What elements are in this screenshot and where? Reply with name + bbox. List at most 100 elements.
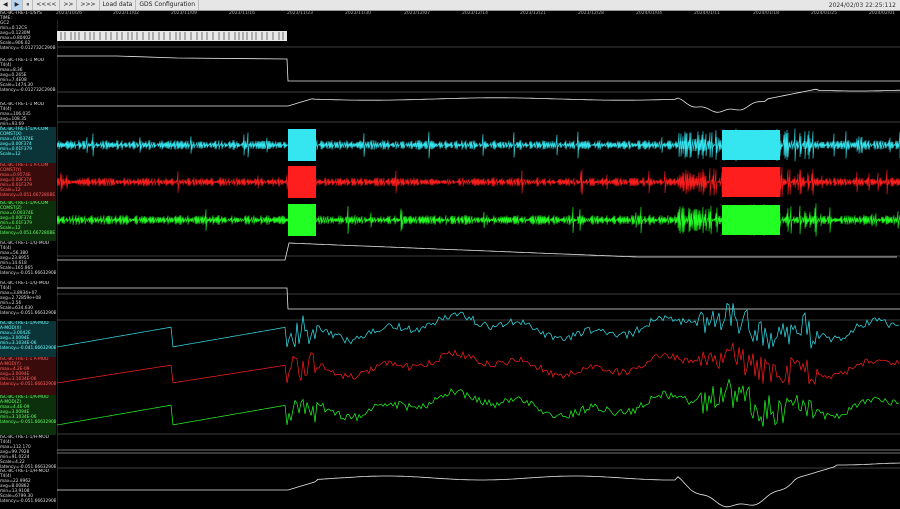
channel-info-line: T4(4) <box>0 107 12 112</box>
trace-c5-block <box>288 166 316 198</box>
time-tick-label: 2023/10/26 <box>56 11 82 16</box>
channel-info-line: ISC-BC-TRE-1-1 MOD <box>0 58 45 63</box>
time-tick-label: 2023/11/16 <box>229 11 255 16</box>
channel-info-line: ISC-BC-TRE-1-1 MOD <box>0 102 45 107</box>
channel-info-line: min=7.4E08 <box>0 78 27 83</box>
time-tick-label: 2023/12/14 <box>462 11 488 16</box>
time-tick-label: 2023/11/23 <box>287 11 313 16</box>
time-tick-label: 2024/01/11 <box>694 11 720 16</box>
channel-info-c1[interactable]: ISC-BC-TRE-1-1/SYS TIME: GC2 min=0.12CS avg=… <box>0 11 56 58</box>
channel-info-line: latency=0.051.667280BE <box>0 193 56 198</box>
channel-info-line: COMST(Z) <box>0 206 22 211</box>
trace-c6-block <box>722 205 780 235</box>
time-tick-label: 2023/12/07 <box>404 11 430 16</box>
pause-button[interactable]: ⏸ <box>23 0 34 10</box>
channel-info-line: Scale=12 <box>0 188 21 193</box>
channel-info-line: avg=108.35 <box>0 117 27 122</box>
channel-info-line: min=13.9108 <box>0 489 30 494</box>
channel-info-c8[interactable]: ISC-BC-TRE-1-1/Q-MOD T4(4) max=3.8934+07 av… <box>0 281 56 321</box>
channel-info-line: min=2.56 <box>0 301 22 306</box>
time-axis: 2023/10/26 2023/11/02 2023/11/09 2023/11/16… <box>56 11 900 20</box>
channel-info-line: latency=-0.051.6663290BE <box>0 382 56 387</box>
status-bar-trace <box>57 31 287 41</box>
channel-info-line: ISC-BC-TRE-1-1/A-COM <box>0 127 49 132</box>
play-back-button[interactable]: ◀ <box>0 0 12 10</box>
trace-c6-block <box>288 204 316 236</box>
channel-info-line: ISC-BC-TRE-1-1 A-COM <box>0 163 49 168</box>
channel-info-line: min=0.12CS <box>0 26 27 31</box>
channel-info-line: avg=3.0094E <box>0 410 30 415</box>
channel-info-c9[interactable]: ISC-BC-TRE-1-1/A-MOD A-MOD(X) max=3.0042E a… <box>0 321 56 357</box>
channel-info-line: max=112.170 <box>0 445 31 450</box>
trace-c11 <box>57 379 900 427</box>
channel-info-line: latency=-0.051.6663290BE <box>0 271 56 276</box>
channel-info-line: avg=0.265E <box>0 73 27 78</box>
channel-info-line: min=91.0224 <box>0 455 30 460</box>
trace-c4-block <box>722 130 780 160</box>
channel-info-line: latency=-0.051.6663290BE <box>0 499 56 504</box>
channel-info-line: max=0.9574E <box>0 173 31 178</box>
forward-button[interactable]: >> <box>60 0 78 10</box>
channel-info-line: Scale=906.02 <box>0 41 31 46</box>
channel-info-line: max=4.2E-09 <box>0 367 30 372</box>
waveform-plot-area[interactable] <box>57 20 900 509</box>
time-tick-label: 2024/01/25 <box>811 11 837 16</box>
channel-info-line: latency=-0.051.6663290BE <box>0 311 56 316</box>
channel-info-line: min=14.618 <box>0 261 27 266</box>
time-tick-label: 2023/11/02 <box>113 11 139 16</box>
gds-configuration-button[interactable]: GDS Configuration <box>136 0 200 10</box>
channel-info-line: avg=3.0094E <box>0 372 30 377</box>
channel-info-c12[interactable]: ISC-BC-TRE-1-1/H-MOD T4(4) max=112.170 avg=… <box>0 435 56 469</box>
time-tick-label: 2023/12/21 <box>520 11 546 16</box>
time-tick-label: 2023/12/28 <box>578 11 604 16</box>
time-tick-label: 2024/01/18 <box>753 11 779 16</box>
channel-info-line: GC2 <box>0 21 10 26</box>
trace-c7 <box>57 242 897 261</box>
channel-info-line: avg=0.00F374 <box>0 178 32 183</box>
channel-info-line: avg=0.00F374 <box>0 216 32 221</box>
channel-info-c10[interactable]: ISC-BC-TRE-1-1 A-MOD A-MOD(Y) max=4.2E-09 a… <box>0 357 56 395</box>
trace-c10 <box>57 342 900 386</box>
channel-info-line: ISC-BC-TRE-1-1/A-MOD <box>0 321 49 326</box>
channel-info-line: min=93.69 <box>0 122 25 127</box>
channel-info-line: max=0.00374E <box>0 137 34 142</box>
channel-info-c5[interactable]: ISC-BC-TRE-1-1 A-COM COMST(Y) max=0.9574E a… <box>0 163 56 201</box>
channel-info-c4[interactable]: ISC-BC-TRE-1-1/A-COM COMST(X) max=0.00374E… <box>0 127 56 163</box>
channel-info-line: latency=0.051.667280BE <box>0 231 56 236</box>
channel-info-line: ISC-BC-TRE-1-1/Q-MOD <box>0 281 50 286</box>
forward-fast-button[interactable]: >>> <box>77 0 100 10</box>
channel-info-c2[interactable]: ISC-BC-TRE-1-1 MOD T4(4) max=8.36 avg=0.265… <box>0 58 56 102</box>
channel-info-line: T4(4) <box>0 474 12 479</box>
load-data-button[interactable]: Load data <box>100 0 137 10</box>
channel-info-line: max=8.36 <box>0 68 23 73</box>
channel-info-line: avg=3.0094E <box>0 336 30 341</box>
channel-info-line: min=3.1034E-06 <box>0 415 37 420</box>
channel-info-panel: ISC-BC-TRE-1-1/SYS TIME: GC2 min=0.12CS avg=… <box>0 11 56 509</box>
time-tick-label: 2024/01/04 <box>636 11 662 16</box>
rewind-fast-button[interactable]: <<<< <box>33 0 61 10</box>
channel-info-line: A-MOD(Y) <box>0 362 21 367</box>
channel-info-line: max=4.4E-09 <box>0 405 30 410</box>
channel-info-line: ISC-BC-TRE-1-1/H-MOD <box>0 469 49 474</box>
channel-info-c6[interactable]: ISC-BC-TRE-1-1/A-COM COMST(Z) max=0.00374E… <box>0 201 56 241</box>
channel-info-line: max=56.380 <box>0 251 28 256</box>
time-tick-label: 2023/11/09 <box>171 11 197 16</box>
channel-info-line: Scale=634.630 <box>0 306 33 311</box>
channel-info-c13[interactable]: ISC-BC-TRE-1-1/H-MOD T4(4) max=22.9962 avg=… <box>0 469 56 509</box>
channel-info-line: ISC-BC-TRE-1-1/SYS <box>0 11 42 16</box>
channel-info-c7[interactable]: ISC-BC-TRE-1-1/Q-MOD T4(4) max=56.380 avg=2… <box>0 241 56 281</box>
channel-info-line: avg=8.00862 <box>0 484 30 489</box>
channel-info-line: latency=-0.051.6663290BE <box>0 420 56 425</box>
channel-info-line: latency=-0.012732C290BE <box>0 46 56 51</box>
trace-c9 <box>57 302 900 350</box>
play-button[interactable]: ▶ <box>11 0 24 10</box>
channel-info-line: avg=0.1230M <box>0 31 31 36</box>
channel-info-c11[interactable]: ISC-BC-TRE-1-1/A-MOD A-MOD(Z) max=4.4E-09 a… <box>0 395 56 435</box>
channel-info-line: T4(4) <box>0 63 12 68</box>
channel-info-line: min=3.1034E-06 <box>0 377 37 382</box>
channel-info-line: avg=99.7928 <box>0 450 30 455</box>
channel-info-line: ISC-BC-TRE-1-1/H-MOD <box>0 435 49 440</box>
channel-info-c3[interactable]: ISC-BC-TRE-1-1 MOD T4(4) max=106.035 avg=10… <box>0 102 56 127</box>
channel-info-line: min=3.1034E-06 <box>0 341 37 346</box>
channel-info-line: min=0.01F379 <box>0 221 32 226</box>
